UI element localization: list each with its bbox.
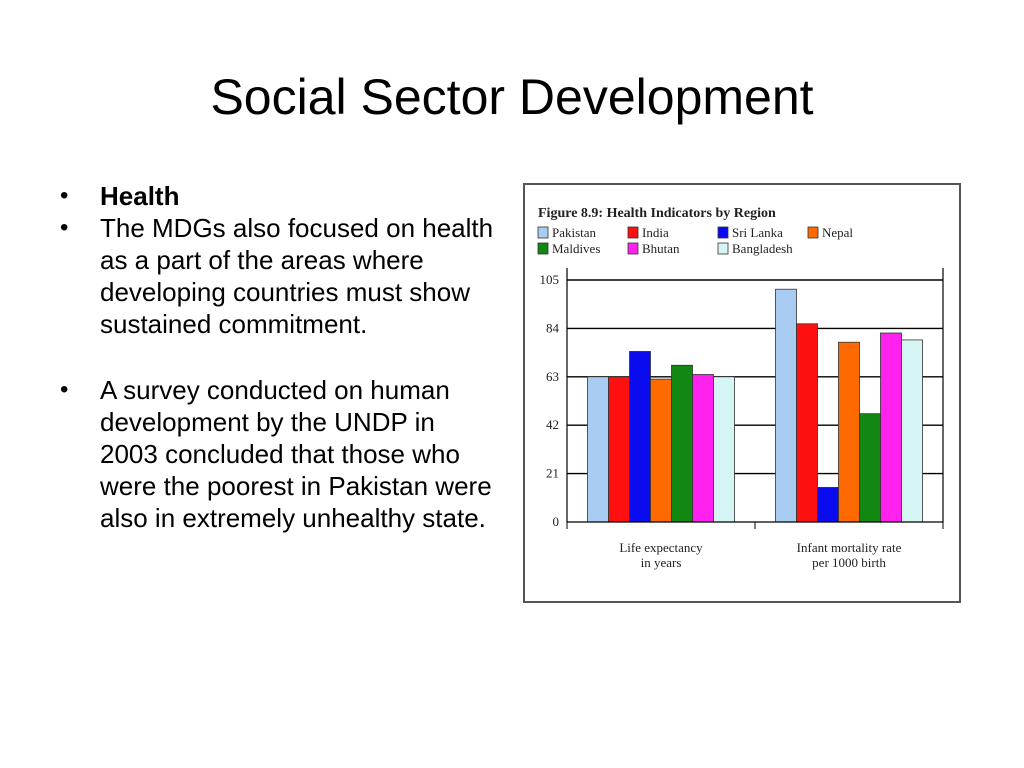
legend-label-pakistan: Pakistan bbox=[552, 225, 597, 240]
bar-pakistan-life-expectancy bbox=[587, 376, 609, 523]
bullet-item-health: • Health bbox=[56, 180, 496, 212]
chart-title: Figure 8.9: Health Indicators by Region bbox=[538, 206, 776, 221]
legend-swatch-maldives bbox=[537, 242, 549, 255]
legend-swatch-sri-lanka bbox=[717, 226, 729, 239]
y-tick-label-42: 42 bbox=[546, 417, 559, 432]
bullet-text: Health bbox=[100, 181, 180, 211]
bullet-dot: • bbox=[60, 376, 69, 403]
bar-maldives-life-expectancy bbox=[671, 364, 693, 523]
legend-label-bangladesh: Bangladesh bbox=[732, 241, 793, 256]
x-category-label-1-line-1: per 1000 birth bbox=[812, 555, 886, 570]
bar-pakistan-infant-mortality bbox=[775, 288, 797, 523]
y-tick-label-105: 105 bbox=[540, 272, 560, 287]
bar-bhutan-life-expectancy bbox=[692, 374, 714, 523]
bullet-text: The MDGs also focused on health as a par… bbox=[100, 213, 494, 339]
y-tick-label-21: 21 bbox=[546, 466, 559, 481]
bar-nepal-infant-mortality bbox=[838, 341, 860, 523]
y-tick-label-0: 0 bbox=[553, 514, 560, 529]
bullet-dot: • bbox=[60, 182, 69, 209]
legend-label-india: India bbox=[642, 225, 669, 240]
slide-title: Social Sector Development bbox=[210, 69, 814, 125]
chart-y-ticks: 0 21 42 63 84 105 bbox=[540, 272, 560, 529]
bar-maldives-infant-mortality bbox=[859, 413, 881, 523]
chart-legend: Pakistan India Sri Lanka Nepal Maldives Bhuta… bbox=[537, 225, 853, 256]
legend-label-nepal: Nepal bbox=[822, 225, 853, 240]
bar-bangladesh-infant-mortality bbox=[901, 339, 923, 523]
legend-swatch-nepal bbox=[807, 226, 819, 239]
bar-nepal-life-expectancy bbox=[650, 378, 672, 523]
legend-swatch-pakistan bbox=[537, 226, 549, 239]
bar-india-life-expectancy bbox=[608, 376, 630, 523]
bullet-text: A survey conducted on human development … bbox=[100, 375, 492, 533]
chart-axes bbox=[566, 268, 944, 529]
health-indicators-figure: Figure 8.9: Health Indicators by Region … bbox=[523, 183, 961, 603]
bar-sri-lanka-infant-mortality bbox=[817, 487, 839, 523]
bar-bangladesh-life-expectancy bbox=[713, 376, 735, 523]
legend-swatch-india bbox=[627, 226, 639, 239]
x-category-label-0-line-1: in years bbox=[641, 555, 682, 570]
legend-label-maldives: Maldives bbox=[552, 241, 600, 256]
legend-swatch-bhutan bbox=[627, 242, 639, 255]
x-category-label-1-line-0: Infant mortality rate bbox=[797, 540, 902, 555]
bar-india-infant-mortality bbox=[796, 323, 818, 523]
bar-bhutan-infant-mortality bbox=[880, 332, 902, 523]
legend-label-sri-lanka: Sri Lanka bbox=[732, 225, 783, 240]
legend-swatch-bangladesh bbox=[717, 242, 729, 255]
bar-sri-lanka-life-expectancy bbox=[629, 351, 651, 523]
health-indicators-chart: Figure 8.9: Health Indicators by Region … bbox=[537, 206, 944, 570]
bullet-item-mdgs: • The MDGs also focused on health as a p… bbox=[56, 212, 496, 340]
y-tick-label-63: 63 bbox=[546, 369, 559, 384]
x-category-label-0-line-0: Life expectancy bbox=[619, 540, 703, 555]
chart-bars bbox=[587, 288, 923, 523]
bullet-item-survey: • A survey conducted on human developmen… bbox=[56, 374, 496, 534]
bullet-list: • Health • The MDGs also focused on heal… bbox=[56, 180, 496, 534]
legend-label-bhutan: Bhutan bbox=[642, 241, 680, 256]
y-tick-label-84: 84 bbox=[546, 320, 560, 335]
bullet-dot: • bbox=[60, 214, 69, 241]
